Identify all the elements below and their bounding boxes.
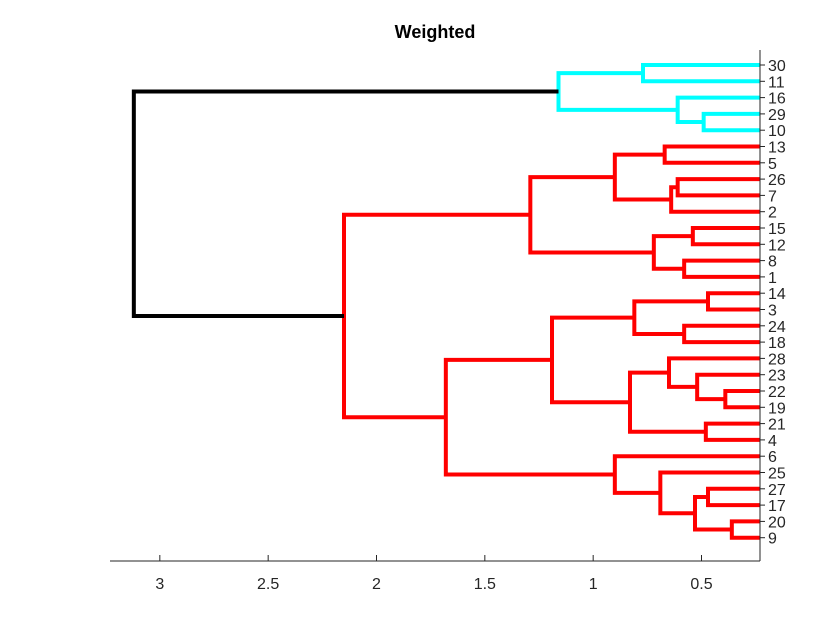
leaf-label: 13 — [768, 140, 786, 157]
leaf-label: 26 — [768, 172, 786, 189]
dendrogram-link-c24 — [693, 494, 732, 532]
dendrogram-link-c5 — [662, 144, 760, 165]
leaf-label: 1 — [768, 270, 777, 287]
leaf-label: 10 — [768, 123, 786, 140]
leaf-label: 22 — [768, 384, 786, 401]
dendrogram-links — [131, 63, 760, 540]
dendrogram-link-c22 — [706, 486, 760, 508]
leaf-label: 17 — [768, 498, 786, 515]
leaf-label: 11 — [768, 74, 785, 91]
dendrogram-link-c11 — [651, 234, 693, 271]
x-tick-label: 1 — [589, 576, 598, 593]
leaf-label: 18 — [768, 335, 786, 352]
dendrogram-link-c28 — [342, 212, 531, 420]
leaf-label: 2 — [768, 205, 777, 222]
dendrogram-link-c4 — [556, 71, 678, 112]
dendrogram-link-c19 — [703, 421, 760, 442]
leaf-label: 30 — [768, 58, 786, 75]
dendrogram-link-c13 — [706, 291, 760, 312]
dendrogram-link-c2 — [701, 111, 760, 133]
leaf-label: 5 — [768, 156, 777, 173]
dendrogram-link-c6 — [675, 177, 760, 198]
leaf-label: 12 — [768, 237, 786, 254]
leaf-label: 28 — [768, 351, 786, 368]
dendrogram-link-c17 — [695, 372, 760, 402]
chart-title: Weighted — [395, 22, 476, 42]
leaf-label: 14 — [768, 286, 786, 303]
dendrogram-link-c12 — [528, 175, 654, 255]
dendrogram-link-c14 — [682, 323, 760, 345]
leaf-labels: 3011162910135267215128114324182823221921… — [760, 58, 786, 548]
x-tick-label: 0.5 — [690, 576, 712, 593]
x-tick-label: 1.5 — [474, 576, 496, 593]
dendrogram-link-c21 — [550, 315, 635, 405]
leaf-label: 20 — [768, 514, 786, 531]
x-ticks: 3 2.5 2 1.5 1 0.5 — [155, 555, 713, 593]
dendrogram-link-c27 — [443, 357, 615, 477]
axes — [110, 50, 761, 562]
leaf-label: 4 — [768, 433, 777, 450]
dendrogram-link-c18 — [667, 356, 760, 389]
leaf-label: 29 — [768, 107, 786, 124]
x-tick-label: 2.5 — [257, 576, 279, 593]
leaf-label: 3 — [768, 303, 777, 320]
leaf-label: 27 — [768, 482, 786, 499]
leaf-label: 16 — [768, 91, 786, 108]
x-tick-label: 3 — [155, 576, 164, 593]
dendrogram-link-c23 — [729, 519, 760, 540]
dendrogram-link-c9 — [690, 226, 760, 247]
leaf-label: 23 — [768, 368, 786, 385]
dendrogram-link-c15 — [632, 299, 708, 336]
dendrogram-link-c1 — [641, 63, 760, 84]
leaf-label: 15 — [768, 221, 786, 238]
leaf-label: 24 — [768, 319, 786, 336]
leaf-label: 7 — [768, 188, 777, 205]
leaf-label: 21 — [768, 417, 786, 434]
dendrogram-link-c3 — [675, 95, 760, 125]
dendrogram-link-c10 — [682, 258, 760, 279]
x-tick-label: 2 — [372, 576, 381, 593]
leaf-label: 8 — [768, 254, 777, 271]
leaf-label: 25 — [768, 466, 786, 483]
leaf-label: 9 — [768, 531, 777, 548]
dendrogram-link-c16 — [723, 389, 760, 410]
leaf-label: 19 — [768, 400, 786, 417]
leaf-label: 6 — [768, 449, 777, 466]
dendrogram-link-c29 — [131, 89, 559, 318]
dendrogram-link-c25 — [658, 470, 760, 516]
dendrogram-link-c7 — [669, 185, 760, 214]
